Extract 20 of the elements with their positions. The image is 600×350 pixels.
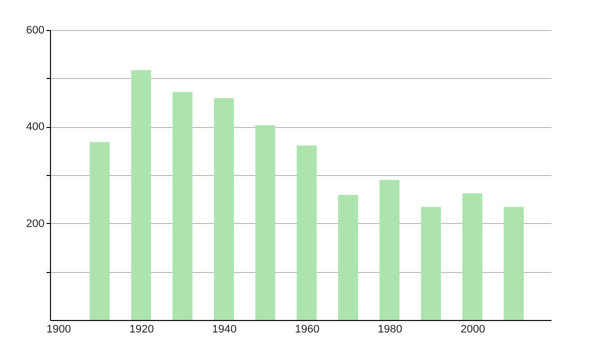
bar [90, 142, 110, 320]
y-tick-label: 200 [26, 218, 44, 230]
bar [172, 92, 192, 320]
bar [255, 125, 276, 320]
bar [131, 70, 152, 320]
bar [462, 193, 482, 320]
x-tick-label: 1920 [129, 324, 154, 336]
y-tick-label: 600 [26, 24, 44, 36]
x-tick-label: 1980 [378, 324, 402, 336]
bar [380, 180, 400, 320]
x-tick-label: 2000 [460, 324, 486, 336]
y-tick-label: 400 [26, 121, 44, 134]
bar [296, 146, 317, 320]
x-tick-label: 1940 [212, 324, 237, 336]
bar [504, 206, 524, 320]
x-tick-label: 1960 [294, 324, 320, 336]
bar [214, 98, 234, 320]
x-tick-label: 1900 [46, 324, 72, 336]
bar [338, 194, 358, 320]
bar [420, 206, 441, 320]
